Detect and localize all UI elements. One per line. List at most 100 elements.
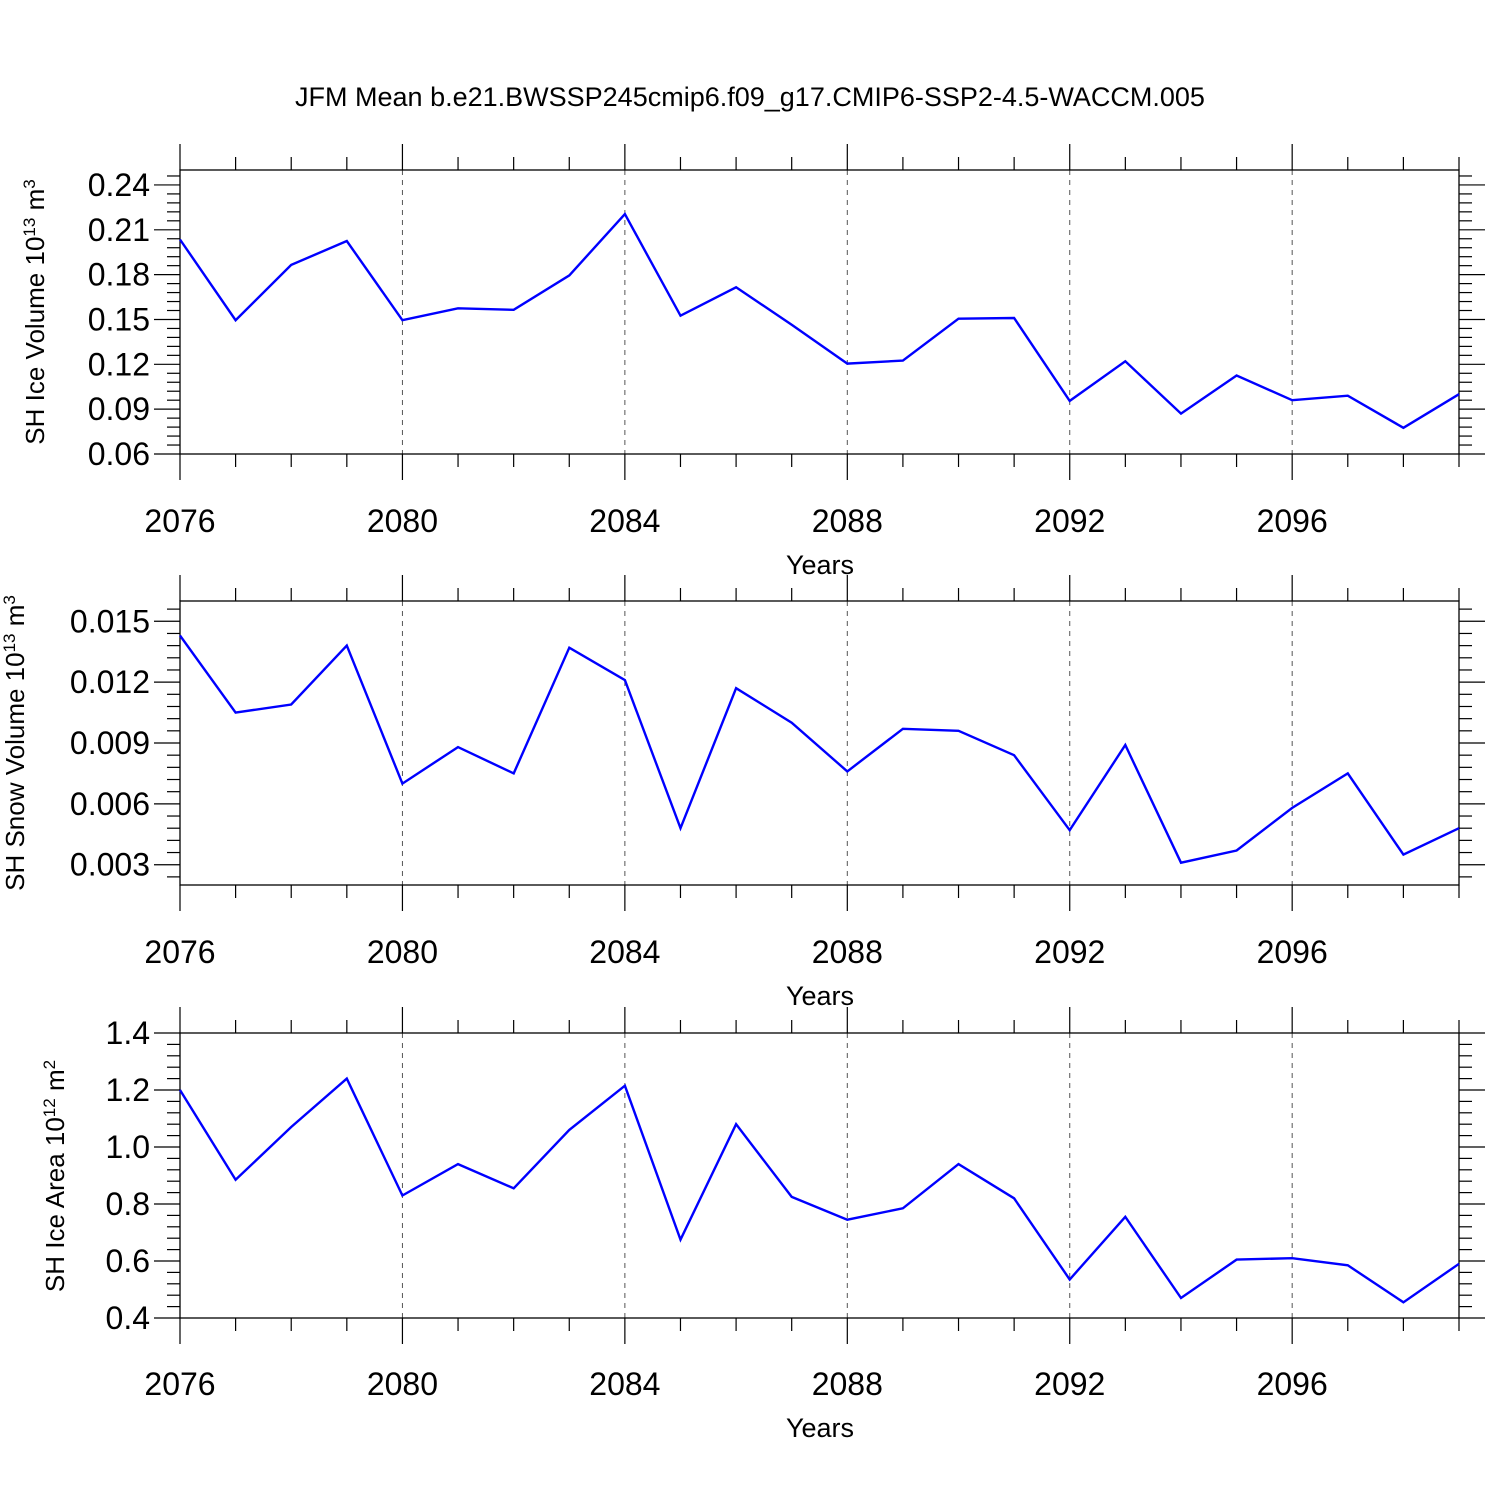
snow-volume-data-point [178,633,182,637]
ice-volume-data-point [623,212,627,216]
snow-volume-data-point [1068,828,1072,832]
ice-area-data-point [567,1128,571,1132]
ice-area-data-point [345,1077,349,1081]
ice-area-data-point [456,1162,460,1166]
ice-area-y-tick-label: 0.8 [106,1186,150,1222]
ice-area-data-point [845,1218,849,1222]
ice-area-plot-frame [179,1032,1460,1319]
ice-area-data-point [678,1238,682,1242]
ice-area-data-point [178,1088,182,1092]
snow-volume-data-point [1290,806,1294,810]
ice-area-data-point [623,1084,627,1088]
ice-area-data-point [1401,1300,1405,1304]
snow-volume-data-point [1235,849,1239,853]
ice-volume-x-tick-label: 2096 [1257,503,1328,539]
ice-area-data-point [901,1206,905,1210]
ice-area-data-point [1235,1258,1239,1262]
snow-volume-x-axis-label: Years [786,981,854,1011]
ice-area-y-tick-label: 1.4 [106,1015,150,1051]
ice-volume-data-point [845,362,849,366]
snow-volume-y-tick-label: 0.009 [70,725,150,761]
ice-area-panel: SH Ice Area 1012 m2 Years 0.4 0.6 0.8 1.0 1.… [40,1007,1485,1443]
ice-volume-y-tick-label: 0.24 [88,167,150,203]
ice-volume-x-axis-label: Years [786,550,854,580]
ice-volume-data-point [1290,398,1294,402]
ice-area-x-tick-label: 2088 [812,1366,883,1402]
ice-volume-data-point [178,238,182,242]
ice-area-x-axis-label: Years [786,1413,854,1443]
ice-area-data-point [790,1195,794,1199]
ice-volume-x-tick-label: 2084 [589,503,660,539]
ice-volume-data-point [512,308,516,312]
ice-area-x-tick-label: 2084 [589,1366,660,1402]
ice-volume-data-point [1068,399,1072,403]
snow-volume-data-point [1457,826,1461,830]
ice-area-data-point [1290,1256,1294,1260]
ice-volume-x-tick-label: 2076 [144,503,215,539]
ice-volume-data-point [400,318,404,322]
ice-area-data-point [1012,1196,1016,1200]
snow-volume-data-point [456,745,460,749]
ice-area-data-point [1123,1215,1127,1219]
figure-title: JFM Mean b.e21.BWSSP245cmip6.f09_g17.CMI… [295,82,1205,112]
ice-area-data-point [957,1162,961,1166]
snow-volume-plot-frame [179,600,1460,886]
ice-volume-x-tick-label: 2080 [367,503,438,539]
ice-area-data-point [1179,1296,1183,1300]
ice-area-y-axis-label: SH Ice Area 1012 m2 [40,1060,71,1292]
ice-volume-data-point [289,263,293,267]
ice-volume-plot-frame [179,169,1460,455]
snow-volume-data-point [567,646,571,650]
ice-volume-panel: SH Ice Volume 1013 m3 Years 0.06 0.09 0.12… [20,144,1485,580]
ice-area-data-point [734,1122,738,1126]
snow-volume-y-tick-label: 0.006 [70,786,150,822]
snow-volume-data-point [845,769,849,773]
ice-volume-data-point [1123,359,1127,363]
snow-volume-data-point [289,702,293,706]
ice-volume-x-tick-label: 2092 [1034,503,1105,539]
snow-volume-y-axis-label: SH Snow Volume 1013 m3 [0,595,30,891]
snow-volume-data-point [400,782,404,786]
ice-area-data-point [1457,1262,1461,1266]
ice-volume-data-point [1457,392,1461,396]
snow-volume-x-tick-label: 2092 [1034,934,1105,970]
ice-volume-x-tick-label: 2088 [812,503,883,539]
snow-volume-y-tick-label: 0.012 [70,664,150,700]
snow-volume-x-tick-label: 2096 [1257,934,1328,970]
ice-volume-y-tick-label: 0.12 [88,346,150,382]
ice-area-data-point [1346,1263,1350,1267]
snow-volume-x-tick-label: 2088 [812,934,883,970]
ice-area-series-line [178,1076,1460,1304]
ice-area-data-point [512,1186,516,1190]
ice-volume-y-tick-label: 0.06 [88,436,150,472]
ice-volume-data-point [567,273,571,277]
snow-volume-data-point [901,727,905,731]
snow-volume-data-point [234,711,238,715]
ice-volume-data-point [901,359,905,363]
ice-volume-data-point [1346,394,1350,398]
ice-area-x-tick-label: 2092 [1034,1366,1105,1402]
snow-volume-data-point [1179,861,1183,865]
snow-volume-data-point [1401,853,1405,857]
ice-volume-y-tick-label: 0.15 [88,301,150,337]
ice-volume-y-tick-label: 0.21 [88,212,150,248]
ice-volume-y-axis-label: SH Ice Volume 1013 m3 [20,179,51,444]
snow-volume-y-tick-label: 0.015 [70,603,150,639]
snow-volume-x-tick-label: 2076 [144,934,215,970]
snow-volume-data-point [1123,743,1127,747]
ice-volume-data-point [456,306,460,310]
snow-volume-data-point [734,686,738,690]
ice-area-data-point [234,1178,238,1182]
ice-area-data-point [289,1125,293,1129]
ice-volume-data-point [678,314,682,318]
ice-area-y-tick-label: 1.2 [106,1072,150,1108]
ice-volume-data-point [734,285,738,289]
snow-volume-data-point [345,644,349,648]
snow-volume-data-point [1012,753,1016,757]
ice-area-y-tick-label: 1.0 [106,1129,150,1165]
snow-volume-series-line [179,634,1460,865]
ice-volume-data-point [957,317,961,321]
ice-area-y-tick-label: 0.6 [106,1243,150,1279]
ice-volume-data-point [1235,374,1239,378]
